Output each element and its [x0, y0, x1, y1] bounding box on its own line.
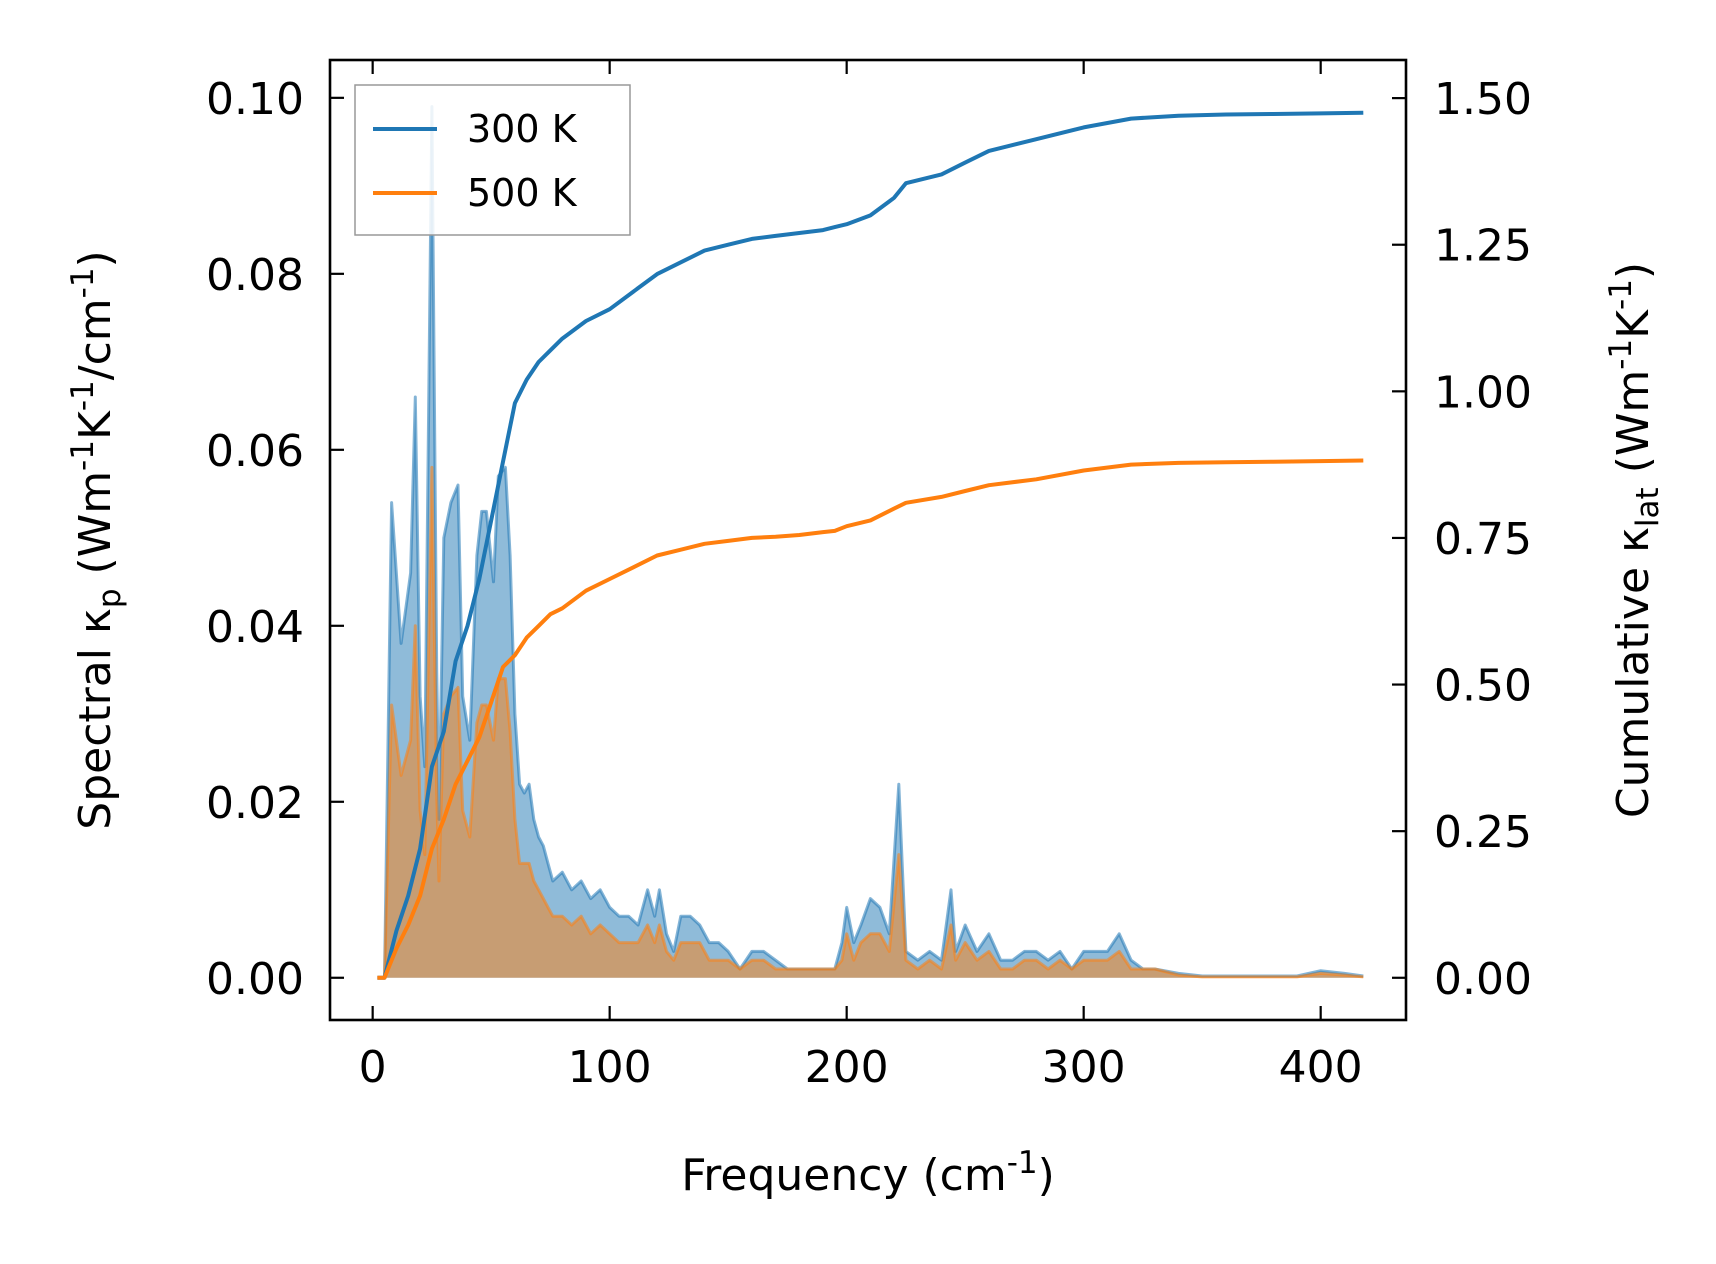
y-tick-label-right: 0.50	[1434, 661, 1532, 712]
spectral-fills	[377, 105, 1364, 980]
axis-ticks	[330, 60, 1406, 1020]
legend-box	[354, 84, 631, 236]
x-tick-label: 300	[1042, 1042, 1126, 1093]
y-tick-label-left: 0.04	[206, 602, 304, 653]
cumulative-line-300k	[377, 110, 1364, 980]
cumulative-line-500k	[377, 458, 1364, 980]
spectral-line-500k	[377, 465, 1364, 980]
spectral-area-500k	[377, 467, 1364, 978]
x-tick-label: 400	[1279, 1042, 1363, 1093]
y-tick-label-left: 0.02	[206, 778, 304, 829]
plot-frame	[328, 58, 1408, 1022]
data-lines	[377, 110, 1364, 980]
y-tick-label-left: 0.06	[206, 426, 304, 477]
y-tick-label-left: 0.10	[206, 74, 304, 125]
y-tick-label-left: 0.00	[206, 954, 304, 1005]
y-tick-label-right: 1.25	[1434, 221, 1532, 272]
y-tick-label-right: 0.00	[1434, 954, 1532, 1005]
y-axis-label-left: Spectral κp (Wm-1K-1/cm-1)	[65, 250, 128, 829]
legend-label: 300 K	[467, 107, 578, 151]
legend: 300 K 500 K	[354, 84, 631, 236]
y-tick-label-right: 1.50	[1434, 74, 1532, 125]
legend-label: 500 K	[467, 171, 578, 215]
tick-labels: 0 100 200 300 400 0.00 0.02 0.04 0.06 0.08 0.10 0.0…	[206, 74, 1532, 1093]
x-axis-label: Frequency (cm-1)	[681, 1145, 1055, 1201]
x-tick-label: 0	[359, 1042, 387, 1093]
x-tick-label: 100	[568, 1042, 652, 1093]
y-tick-label-right: 0.25	[1434, 807, 1532, 858]
y-tick-label-left: 0.08	[206, 250, 304, 301]
y-axis-label-right: Cumulative κlat (Wm-1K-1)	[1603, 262, 1666, 818]
x-tick-label: 200	[805, 1042, 889, 1093]
spectral-line-300k	[377, 105, 1364, 980]
y-tick-label-right: 0.75	[1434, 514, 1532, 565]
y-tick-label-right: 1.00	[1434, 367, 1532, 418]
